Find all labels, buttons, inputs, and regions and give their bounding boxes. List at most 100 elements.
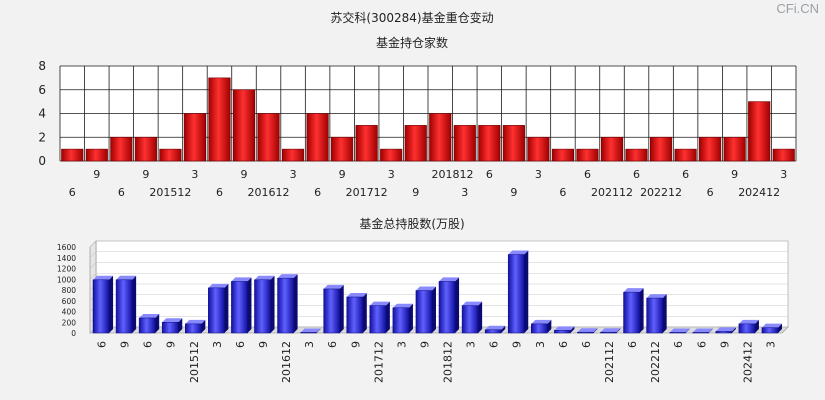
bar-side [639,288,644,333]
bar-top [531,319,552,324]
x-tick-label: 3 [764,341,777,348]
bar [738,323,756,334]
x-tick-label: 6 [142,341,155,348]
bar-top [761,323,782,328]
bar-side [616,328,621,333]
bar-side [593,328,598,333]
x-tick-label: 9 [510,186,517,199]
bar [576,148,599,162]
bar-side [478,301,483,333]
bar [415,290,433,334]
x-tick-label: 3 [535,168,542,181]
bar [115,279,133,334]
x-tick-label: 6 [69,186,76,199]
x-tick-label: 6 [314,186,321,199]
x-tick-label: 201612 [248,186,290,199]
y-tick-label: 200 [62,318,77,327]
bar [281,148,305,162]
x-tick-label: 201612 [280,341,293,383]
bar-side [178,318,183,333]
bar [723,136,746,162]
x-tick-label: 9 [731,168,738,181]
bar-top [577,328,598,333]
bar-side [708,328,713,333]
x-tick-label: 201512 [188,341,201,383]
y-tick-label: 800 [62,286,77,295]
x-tick-label: 6 [584,168,591,181]
bar-side [201,319,206,333]
bar-side [270,275,275,333]
x-tick-label: 6 [488,341,501,348]
x-tick-label: 3 [191,168,198,181]
x-tick-label: 6 [559,186,566,199]
bar-side [754,319,759,333]
x-tick-label: 6 [682,168,689,181]
bar-top [508,250,529,255]
bar-side [362,292,367,333]
bar [185,323,202,334]
y-tick-label: 8 [38,59,46,73]
bar-side [685,328,690,333]
x-tick-label: 202212 [649,341,662,383]
bar [429,113,452,162]
bar [257,113,280,162]
chart1-subtitle: 基金持仓家数 [376,35,448,50]
grid-line-depth [89,251,97,258]
bar [208,77,231,162]
bar [484,329,502,334]
bar [551,148,575,162]
bar [346,296,364,334]
bar [554,330,571,334]
bar [134,136,157,162]
bar [306,113,329,162]
x-tick-label: 6 [557,341,570,348]
bar-top [439,277,460,282]
bar-top [485,325,506,330]
x-tick-label: 3 [395,341,408,348]
y-tick-label: 400 [62,308,77,317]
x-tick-label: 202112 [603,341,616,383]
bar-top [208,283,229,288]
bar [600,136,624,162]
y-tick-label: 0 [38,154,46,168]
bar [669,332,686,334]
x-tick-label: 6 [118,186,125,199]
bar [208,287,225,334]
x-tick-label: 9 [418,341,431,348]
grid-line-depth [89,262,97,269]
bar [478,125,501,162]
x-tick-label: 9 [511,341,524,348]
y-tick-label: 0 [71,329,76,338]
bar-top [300,328,321,333]
bar [61,148,84,162]
bar-top [600,328,621,333]
bar [646,297,663,334]
bar-side [385,301,390,333]
bar [772,148,795,162]
bar-top [277,274,298,279]
bar-side [339,284,344,333]
x-tick-label: 6 [695,341,708,348]
bar [331,136,354,162]
bar [748,101,771,162]
bar [699,136,722,162]
bar-top [623,288,644,293]
bar [692,332,710,334]
x-tick-label: 202112 [591,186,633,199]
bar [183,113,207,162]
x-tick-label: 9 [257,341,270,348]
bar [761,327,779,334]
bar [502,125,525,162]
bar [92,279,110,334]
grid-line-depth [89,273,97,280]
x-tick-label: 3 [465,341,478,348]
bar [254,279,271,334]
bar-top [415,286,436,291]
bar-top [116,275,137,280]
bar [85,148,108,162]
bar [231,281,248,334]
x-tick-label: 202412 [741,341,754,383]
x-tick-label: 3 [388,168,395,181]
bar-side [109,275,114,333]
